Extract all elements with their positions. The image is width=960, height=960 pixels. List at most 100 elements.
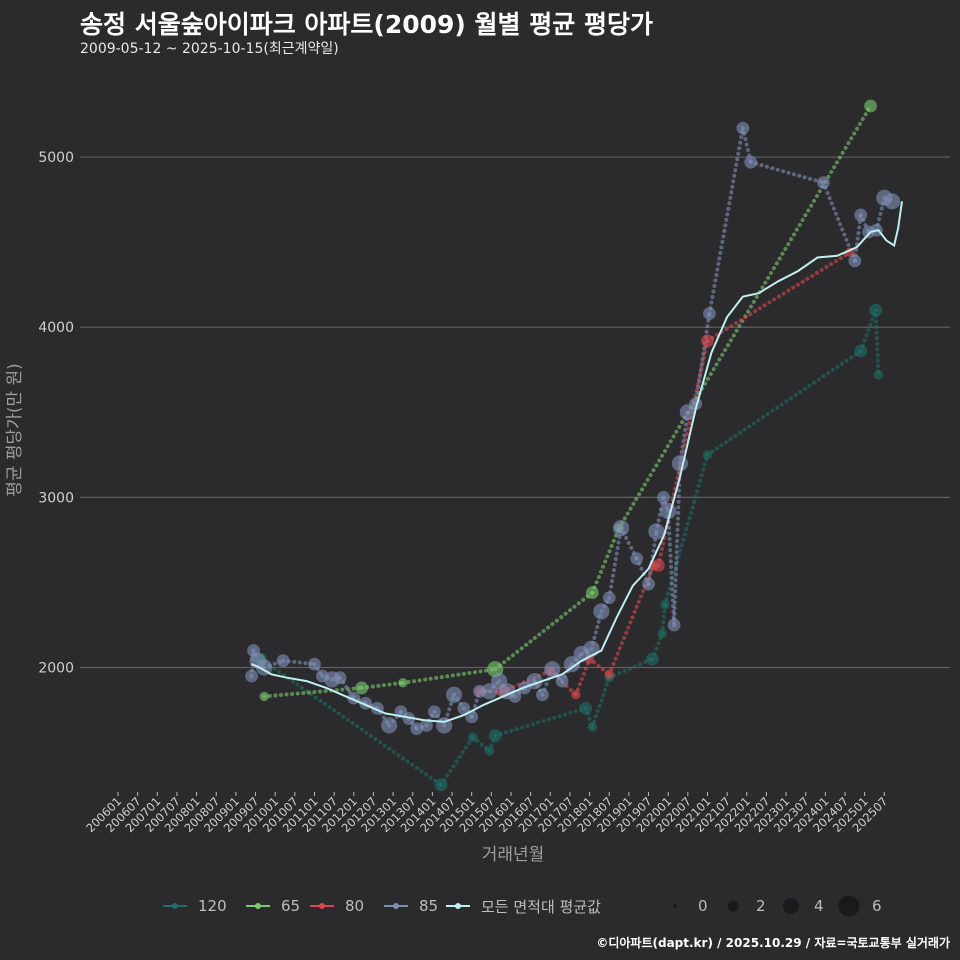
series-120-point xyxy=(468,732,478,742)
legend-item-65: 65 xyxy=(243,888,300,924)
series-80-segment xyxy=(501,668,553,694)
y-tick-label: 3000 xyxy=(38,490,74,506)
series-mean-line xyxy=(251,201,903,723)
size-legend-label: 6 xyxy=(872,897,882,915)
series-120-segment xyxy=(705,349,863,457)
footer-credit: ©디아파트(dapt.kr) / 2025.10.29 / 자료=국토교통부 실… xyxy=(596,936,950,950)
series-65-segment xyxy=(359,680,405,690)
legend-item-85: 85 xyxy=(381,888,438,924)
legend-label: 120 xyxy=(198,897,227,915)
y-axis-label: 평균 평당가(만 원) xyxy=(5,363,25,497)
legend-label: 65 xyxy=(281,897,301,915)
legend-item-80: 80 xyxy=(307,888,364,924)
series-85-point xyxy=(427,705,441,719)
series-80-point xyxy=(571,690,581,700)
series-85-segment xyxy=(607,525,624,600)
series-120-point xyxy=(869,303,883,317)
series-85-point xyxy=(333,671,347,685)
series-120-point xyxy=(873,370,884,380)
x-axis-label: 거래년월 xyxy=(482,845,545,865)
series-65-point xyxy=(864,99,877,113)
series-120-segment xyxy=(607,656,655,680)
series-85-point xyxy=(276,654,290,668)
size-legend-label: 4 xyxy=(814,897,824,915)
series-85-point xyxy=(630,552,644,566)
series-85-segment xyxy=(852,212,863,263)
series-120-point xyxy=(646,652,659,666)
y-tick-label: 5000 xyxy=(38,150,74,166)
size-legend-label: 0 xyxy=(698,897,708,915)
chart-title: 송정 서울숲아이파크 아파트(2009) 월별 평균 평당가 xyxy=(80,10,653,39)
series-85-point xyxy=(308,657,321,671)
series-80-point xyxy=(651,559,665,572)
y-tick-label: 2000 xyxy=(38,660,74,676)
series-120-point xyxy=(854,344,868,358)
chart-subtitle: 2009-05-12 ~ 2025-10-15(최근계약일) xyxy=(80,41,339,57)
series-120-point xyxy=(660,599,670,610)
size-legend-item: 4 xyxy=(780,888,824,924)
series-65-point xyxy=(398,678,408,688)
series-85-segment xyxy=(707,126,745,316)
series-85-point xyxy=(481,683,498,700)
series-120-point xyxy=(579,701,593,715)
series-85-point xyxy=(245,669,259,683)
size-legend-dot xyxy=(838,895,860,917)
series-85-point xyxy=(648,523,665,540)
series-80-point xyxy=(604,669,614,680)
series-85-point xyxy=(642,577,655,591)
legend-label: 모든 면적대 평균값 xyxy=(481,897,601,916)
legend-label: 85 xyxy=(419,897,439,915)
series-85-segment xyxy=(748,160,826,185)
series-85-point xyxy=(602,591,616,605)
series-65-segment xyxy=(493,590,595,672)
size-legend-item: 0 xyxy=(664,888,708,924)
series-85-point xyxy=(536,688,549,702)
series-85-point xyxy=(817,176,830,189)
series-85-point xyxy=(593,603,610,620)
series-85-point xyxy=(381,717,398,734)
series-120-segment xyxy=(873,308,881,377)
size-legend-label: 2 xyxy=(756,897,766,915)
series-65-segment xyxy=(262,685,364,699)
series-120-segment xyxy=(258,656,444,787)
legend-item-120: 120 xyxy=(160,888,227,924)
series-80-segment xyxy=(573,656,592,697)
series-120-point xyxy=(484,746,495,756)
series-65-point xyxy=(259,691,269,702)
legend-key xyxy=(446,903,470,909)
series-85-point xyxy=(744,155,758,169)
series-120-point xyxy=(488,729,502,742)
series-120-segment xyxy=(858,308,878,354)
series-85-point xyxy=(703,307,716,321)
legend-item-모든 면적대 평균값: 모든 면적대 평균값 xyxy=(443,888,601,924)
series-85-point xyxy=(848,254,862,268)
series-85-segment xyxy=(666,508,677,627)
series-120-point xyxy=(702,450,713,460)
series-85-segment xyxy=(646,529,659,587)
series-85-point xyxy=(854,208,868,222)
series-120-segment xyxy=(439,735,475,787)
size-legend-dot xyxy=(673,904,677,908)
series-85-point xyxy=(660,502,677,520)
series-85-segment xyxy=(672,461,682,627)
legend-label: 80 xyxy=(345,897,365,915)
size-legend-dot xyxy=(783,898,799,914)
series-120-segment xyxy=(663,452,710,607)
series-85-point xyxy=(445,686,463,703)
series-85-point xyxy=(667,618,681,632)
series-65-segment xyxy=(590,525,622,595)
series-65-point xyxy=(355,681,369,695)
series-120-point xyxy=(434,778,448,792)
legend: 120 65 80 85 모든 면적대 평균값 0 2 4 6 xyxy=(0,888,960,924)
series-85-segment xyxy=(693,311,712,406)
series-120-segment xyxy=(660,602,668,636)
series-120-segment xyxy=(493,706,588,738)
size-legend-item: 2 xyxy=(722,888,766,924)
legend-key xyxy=(163,903,187,909)
size-legend-item: 6 xyxy=(838,888,882,924)
series-85-point xyxy=(736,121,750,135)
series-85-point xyxy=(884,193,901,210)
size-legend-dot xyxy=(727,900,739,912)
series-65-point xyxy=(585,586,599,600)
series-85-segment xyxy=(677,410,690,466)
